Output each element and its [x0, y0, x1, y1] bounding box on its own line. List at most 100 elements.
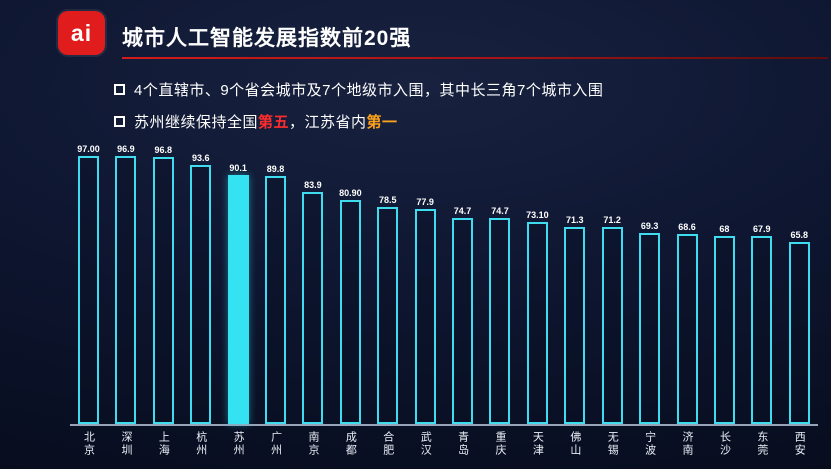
bar-highlighted: [227, 175, 249, 424]
bullet-text: 4个直辖市、9个省会城市及7个地级市入围，其中长三角7个城市入围: [134, 79, 603, 100]
category-label-cell: 合肥: [369, 431, 406, 457]
category-label-cell: 宁波: [631, 431, 668, 457]
bar-group: 67.9: [743, 224, 780, 424]
bar-chart-category-labels: 北京 深圳 上海 杭州 苏州 广州 南京 成都 合肥 武汉 青岛 重庆 天津 佛山 无锡 宁波 济南 长沙 东莞 西安: [70, 431, 818, 457]
bar-group: 74.7: [444, 206, 481, 424]
bar: [414, 209, 436, 424]
category-label: 武汉: [419, 431, 432, 457]
category-label: 济南: [681, 431, 694, 457]
bar-group: 68: [706, 224, 743, 424]
category-label: 无锡: [606, 431, 619, 457]
bar-group: 74.7: [481, 206, 518, 424]
ai-logo-text: ai: [70, 19, 93, 46]
bar: [639, 233, 661, 424]
bar-value-label: 69.3: [640, 221, 659, 231]
bullet-text-segment: 苏州继续保持全国: [134, 114, 259, 131]
category-label-cell: 苏州: [220, 431, 257, 457]
bar-group: 83.9: [294, 180, 331, 424]
bar: [152, 157, 174, 424]
category-label-cell: 天津: [519, 431, 556, 457]
bar-value-label: 96.8: [154, 145, 173, 155]
category-label: 杭州: [194, 431, 207, 457]
bar: [190, 165, 212, 424]
bar: [265, 176, 287, 424]
category-label-cell: 上海: [145, 431, 182, 457]
category-label: 成都: [344, 431, 357, 457]
bar-value-label: 97.00: [77, 144, 100, 154]
ai-logo: ai: [58, 11, 105, 55]
bar-group: 71.3: [556, 215, 593, 424]
category-label: 天津: [531, 431, 544, 457]
category-label: 长沙: [718, 431, 731, 457]
bar-value-label: 67.9: [753, 224, 771, 234]
bar: [526, 222, 548, 424]
bar-group: 65.8: [781, 230, 818, 424]
bar: [339, 200, 361, 424]
bar: [751, 236, 773, 424]
bullet-text-segment: ，江苏省内: [289, 114, 367, 131]
bar-group: 80.90: [332, 188, 369, 424]
bar-value-label: 71.2: [603, 215, 621, 225]
category-label-cell: 青岛: [444, 431, 481, 457]
category-label: 青岛: [456, 431, 469, 457]
bar-group: 96.8: [145, 145, 182, 424]
bar: [564, 227, 586, 424]
category-label: 宁波: [643, 431, 656, 457]
bar: [713, 236, 735, 424]
bullet-square-icon: [114, 84, 125, 95]
bar: [788, 242, 810, 424]
category-label: 南京: [306, 431, 319, 457]
category-label-cell: 南京: [294, 431, 331, 457]
category-label-cell: 成都: [332, 431, 369, 457]
category-label: 东莞: [755, 431, 768, 457]
bar-value-label: 93.6: [191, 153, 210, 163]
bar-value-label: 90.1: [229, 163, 247, 173]
bar: [115, 156, 137, 424]
category-label-cell: 杭州: [182, 431, 219, 457]
bar: [78, 156, 99, 424]
bullet-square-icon: [114, 116, 125, 127]
category-label-cell: 佛山: [556, 431, 593, 457]
category-label-cell: 广州: [257, 431, 294, 457]
bullet-list: 4个直辖市、9个省会城市及7个地级市入围，其中长三角7个城市入围 苏州继续保持全国…: [114, 79, 603, 143]
title-underline: [122, 57, 828, 59]
bar-value-label: 89.8: [266, 164, 285, 174]
category-label: 西安: [793, 431, 806, 457]
bar-value-label: 77.9: [416, 197, 434, 207]
bullet-text-segment: 4个直辖市、9个省会城市及7个地级市入围，其中长三角7个城市入围: [134, 82, 604, 99]
category-label-cell: 济南: [669, 431, 706, 457]
bar-value-label: 96.9: [117, 144, 135, 154]
category-label: 苏州: [232, 431, 245, 457]
bar-value-label: 74.7: [491, 206, 509, 216]
category-label-cell: 北京: [70, 431, 107, 457]
category-label: 合肥: [381, 431, 394, 457]
bar-value-label: 78.5: [378, 195, 397, 205]
category-label: 佛山: [568, 431, 581, 457]
bar-value-label: 65.8: [790, 230, 808, 240]
bar-group: 78.5: [369, 195, 406, 424]
bar-group: 96.9: [107, 144, 144, 424]
bar-value-label: 73.10: [526, 210, 549, 220]
bar-value-label: 83.9: [304, 180, 322, 190]
bar: [489, 218, 511, 424]
category-label-cell: 长沙: [706, 431, 743, 457]
bullet-line: 4个直辖市、9个省会城市及7个地级市入围，其中长三角7个城市入围: [114, 79, 603, 100]
category-label: 重庆: [494, 431, 507, 457]
category-label-cell: 东莞: [743, 431, 780, 457]
bar-value-label: 68: [719, 224, 730, 234]
bar-group: 77.9: [407, 197, 444, 424]
bar-group: 93.6: [182, 153, 219, 424]
category-label: 广州: [269, 431, 282, 457]
bar-group: 90.1: [220, 163, 257, 424]
bar-value-label: 74.7: [453, 206, 472, 216]
bullet-text-segment: 第一: [366, 114, 398, 131]
category-label: 深圳: [119, 431, 132, 457]
category-label-cell: 西安: [781, 431, 818, 457]
bar-chart: 97.00 96.9 96.8 93.6 90.1 89.8 83.9 80.90 78.5 77…: [70, 130, 818, 426]
bullet-text: 苏州继续保持全国第五，江苏省内第一: [134, 111, 398, 132]
bar-value-label: 71.3: [566, 215, 584, 225]
bar: [601, 227, 623, 424]
category-label-cell: 武汉: [407, 431, 444, 457]
category-label-cell: 深圳: [107, 431, 144, 457]
